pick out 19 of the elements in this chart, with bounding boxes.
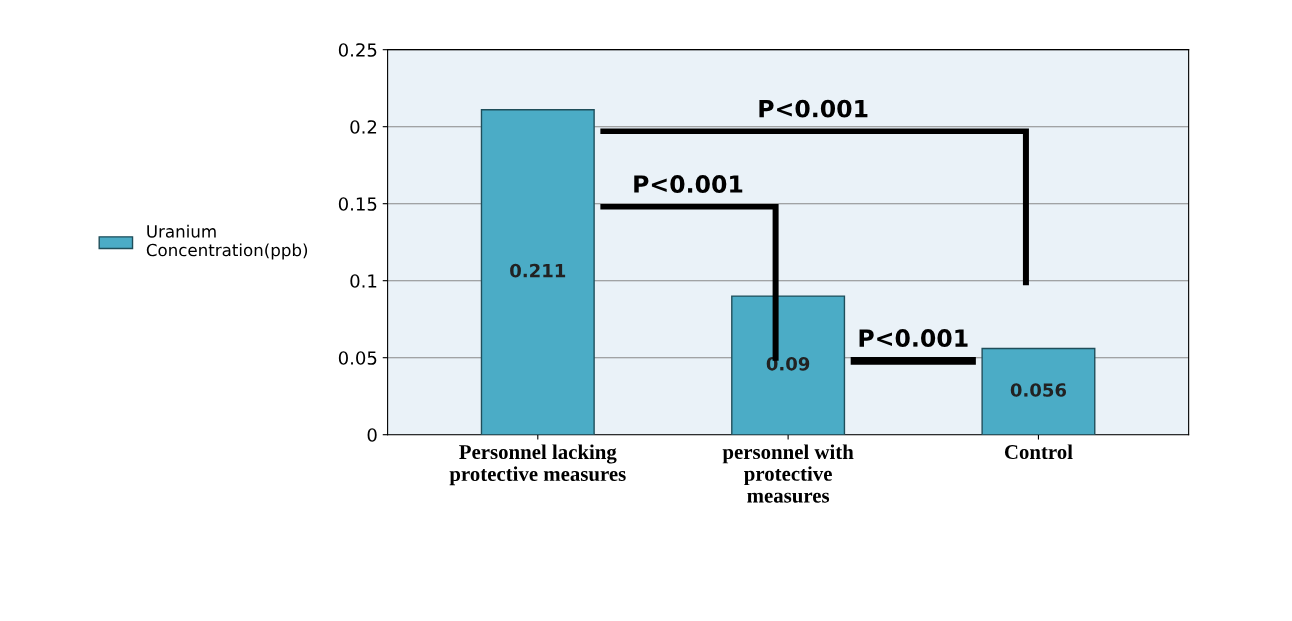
y-tick-label: 0.25 xyxy=(338,43,377,57)
data-label: 0.09 xyxy=(766,356,810,371)
bar xyxy=(981,347,1096,435)
data-label: 0.211 xyxy=(510,263,566,278)
annotation: P<0.001 xyxy=(759,99,868,118)
x-tick-label: personnel with protective measures xyxy=(722,444,854,503)
x-tick-label: Control xyxy=(1004,444,1073,460)
bar xyxy=(480,109,595,435)
x-tick-label: Personnel lacking protective measures xyxy=(449,444,626,486)
annotation: P<0.001 xyxy=(859,329,968,347)
y-tick-label: 0 xyxy=(367,428,377,442)
annotation: P<0.001 xyxy=(634,175,743,193)
y-tick-label: 0.2 xyxy=(350,120,377,134)
y-tick-label: 0.15 xyxy=(338,197,377,211)
bar xyxy=(731,295,846,435)
y-tick-label: 0.05 xyxy=(338,351,377,365)
y-tick-label: 0.1 xyxy=(350,274,377,288)
data-label: 0.056 xyxy=(1010,383,1067,397)
legend-label: Uranium Concentration(ppb) xyxy=(146,224,308,260)
